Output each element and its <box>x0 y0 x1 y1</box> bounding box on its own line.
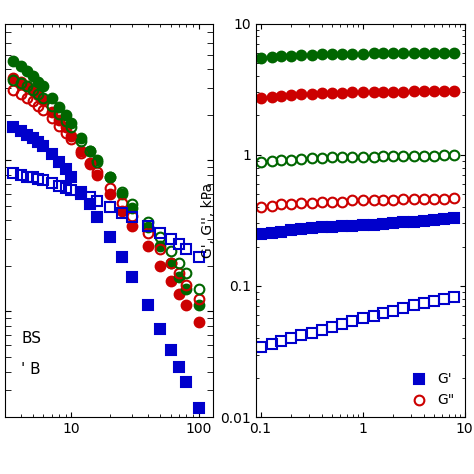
Text: ' B: ' B <box>21 363 41 377</box>
Text: BS: BS <box>21 331 41 346</box>
Y-axis label: G', G'', kPa: G', G'', kPa <box>201 183 215 258</box>
Legend: G', G": G', G" <box>403 370 457 410</box>
